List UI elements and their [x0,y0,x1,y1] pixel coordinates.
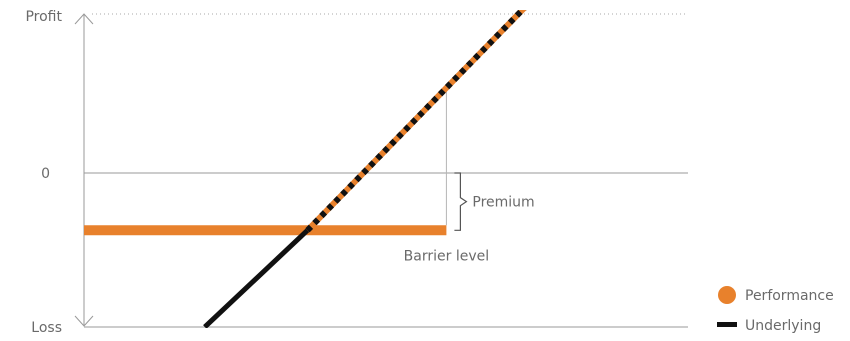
premium-brace [454,172,468,231]
y-axis-top-label: Profit [25,9,62,25]
legend: Performance Underlying [717,286,834,334]
y-axis-top-arrow [74,13,94,25]
legend-performance-label: Performance [745,288,834,304]
y-axis-zero-label: 0 [41,166,50,182]
premium-label: Premium [472,195,534,211]
underlying-line-lower [203,228,310,328]
series-layer [84,10,527,328]
barrier-level-label: Barrier level [404,248,489,264]
underlying-rising-dashes [305,10,527,233]
legend-underlying-swatch [717,322,737,327]
y-axis-bottom-arrow [74,315,94,327]
legend-performance-swatch [718,286,736,304]
legend-underlying-label: Underlying [745,318,821,334]
y-axis-bottom-label: Loss [31,320,62,336]
